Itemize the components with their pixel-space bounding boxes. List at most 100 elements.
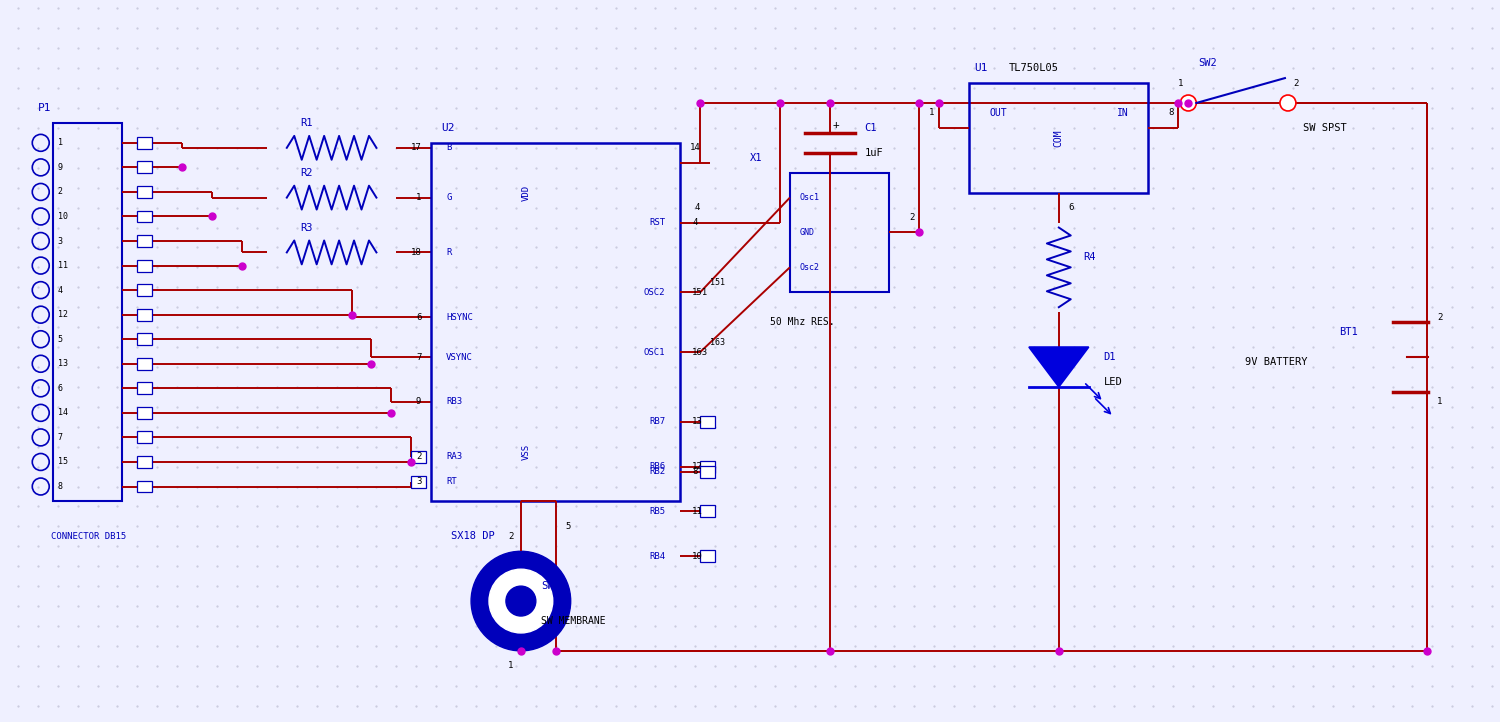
Text: 5: 5 bbox=[566, 522, 572, 531]
Text: SX18 DP: SX18 DP bbox=[452, 531, 495, 542]
Bar bbox=[700, 461, 715, 473]
Text: 10: 10 bbox=[692, 552, 703, 561]
Text: OUT: OUT bbox=[988, 108, 1006, 118]
Text: B: B bbox=[446, 144, 452, 152]
Text: 12: 12 bbox=[692, 462, 703, 471]
Text: 9V BATTERY: 9V BATTERY bbox=[1245, 357, 1308, 367]
Text: R: R bbox=[446, 248, 452, 257]
Bar bbox=[138, 284, 153, 296]
Text: 6: 6 bbox=[57, 384, 63, 393]
Text: LED: LED bbox=[1104, 377, 1122, 387]
Text: 2: 2 bbox=[909, 213, 915, 222]
Text: 2: 2 bbox=[509, 532, 513, 541]
Text: 163: 163 bbox=[692, 347, 708, 357]
Text: 3: 3 bbox=[57, 237, 63, 245]
Bar bbox=[138, 432, 153, 443]
Text: G: G bbox=[446, 193, 452, 202]
Text: SW2: SW2 bbox=[1198, 58, 1216, 68]
Text: 11: 11 bbox=[57, 261, 68, 270]
Bar bbox=[700, 505, 715, 518]
Bar bbox=[138, 481, 153, 492]
Text: R4: R4 bbox=[1083, 253, 1096, 262]
Text: VSYNC: VSYNC bbox=[446, 352, 472, 362]
Bar bbox=[138, 260, 153, 271]
Text: 2: 2 bbox=[1293, 79, 1299, 87]
Text: 2: 2 bbox=[416, 452, 422, 461]
Bar bbox=[138, 235, 153, 247]
Text: 9: 9 bbox=[416, 397, 422, 406]
Text: 4: 4 bbox=[692, 218, 698, 227]
Text: D1: D1 bbox=[1104, 352, 1116, 362]
Text: RT: RT bbox=[446, 477, 458, 486]
Text: 2: 2 bbox=[1437, 313, 1443, 322]
Text: RST: RST bbox=[650, 218, 666, 227]
Text: IN: IN bbox=[1118, 108, 1128, 118]
Text: 2: 2 bbox=[57, 188, 63, 196]
Text: 10: 10 bbox=[57, 212, 68, 221]
Text: U2: U2 bbox=[441, 123, 454, 133]
Text: VDD: VDD bbox=[522, 185, 531, 201]
Text: COM: COM bbox=[1054, 129, 1064, 147]
Text: OSC1: OSC1 bbox=[644, 347, 666, 357]
Text: 8: 8 bbox=[57, 482, 63, 491]
Text: RA3: RA3 bbox=[446, 452, 462, 461]
Text: 50 Mhz RES.: 50 Mhz RES. bbox=[770, 317, 834, 327]
Text: R3: R3 bbox=[300, 222, 313, 232]
Text: 12: 12 bbox=[57, 310, 68, 319]
Text: RB5: RB5 bbox=[650, 507, 666, 516]
Text: RB2: RB2 bbox=[650, 467, 666, 476]
Text: 18: 18 bbox=[411, 248, 422, 257]
Text: 7: 7 bbox=[57, 433, 63, 442]
Text: Osc2: Osc2 bbox=[800, 263, 820, 272]
Text: BT1: BT1 bbox=[1340, 327, 1358, 337]
Text: 1: 1 bbox=[509, 661, 513, 670]
Text: 14: 14 bbox=[690, 144, 700, 152]
Text: X1: X1 bbox=[750, 153, 762, 162]
Bar bbox=[700, 466, 715, 477]
Text: RB3: RB3 bbox=[446, 397, 462, 406]
Text: SW SPST: SW SPST bbox=[1304, 123, 1347, 133]
Text: Osc1: Osc1 bbox=[800, 193, 820, 202]
Bar bbox=[700, 416, 715, 427]
Circle shape bbox=[506, 586, 536, 616]
Text: OSC2: OSC2 bbox=[644, 288, 666, 297]
Text: HSYNC: HSYNC bbox=[446, 313, 472, 322]
Text: CONNECTOR DB15: CONNECTOR DB15 bbox=[51, 532, 126, 541]
Text: 8: 8 bbox=[692, 467, 698, 476]
Text: 163: 163 bbox=[710, 338, 724, 347]
Text: 11: 11 bbox=[692, 507, 703, 516]
Text: 8: 8 bbox=[1168, 108, 1174, 118]
Text: 4: 4 bbox=[694, 203, 700, 212]
Text: SW1: SW1 bbox=[542, 581, 560, 591]
Text: 6: 6 bbox=[416, 313, 422, 322]
Polygon shape bbox=[1029, 347, 1089, 387]
Text: 151: 151 bbox=[710, 278, 724, 287]
Text: RB4: RB4 bbox=[650, 552, 666, 561]
Bar bbox=[700, 550, 715, 562]
Text: 1: 1 bbox=[1178, 79, 1184, 87]
Text: TL750L05: TL750L05 bbox=[1010, 63, 1059, 73]
Text: U1: U1 bbox=[974, 63, 987, 73]
Bar bbox=[138, 309, 153, 321]
Bar bbox=[138, 162, 153, 173]
Text: 151: 151 bbox=[692, 288, 708, 297]
Text: 1: 1 bbox=[416, 193, 422, 202]
Bar bbox=[138, 334, 153, 345]
Text: 9: 9 bbox=[57, 163, 63, 172]
Text: VSS: VSS bbox=[522, 443, 531, 460]
Bar bbox=[411, 451, 426, 463]
Bar bbox=[138, 186, 153, 198]
Text: 13: 13 bbox=[692, 417, 703, 426]
Text: 17: 17 bbox=[411, 144, 422, 152]
Text: 4: 4 bbox=[57, 286, 63, 295]
Text: 1: 1 bbox=[57, 139, 63, 147]
Bar bbox=[138, 211, 153, 222]
Bar bbox=[138, 358, 153, 370]
Bar bbox=[138, 137, 153, 149]
Text: 13: 13 bbox=[57, 360, 68, 368]
Bar bbox=[138, 456, 153, 468]
Text: RB6: RB6 bbox=[650, 462, 666, 471]
Text: C1: C1 bbox=[864, 123, 877, 133]
Text: 14: 14 bbox=[57, 409, 68, 417]
Text: R1: R1 bbox=[300, 118, 313, 128]
